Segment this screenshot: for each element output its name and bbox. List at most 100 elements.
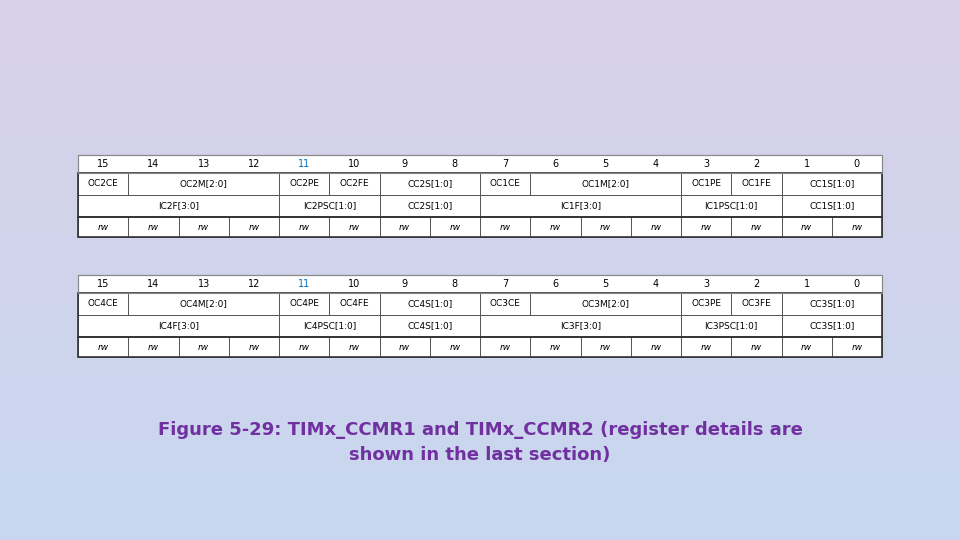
Text: OC2FE: OC2FE [340, 179, 370, 188]
Text: IC2F[3:0]: IC2F[3:0] [158, 201, 199, 211]
Bar [78, 173, 129, 195]
Bar [78, 155, 882, 173]
Text: rw: rw [148, 342, 159, 352]
Text: OC2M[2:0]: OC2M[2:0] [180, 179, 228, 188]
Text: Figure 5-29: TIMx_CCMR1 and TIMx_CCMR2 (register details are: Figure 5-29: TIMx_CCMR1 and TIMx_CCMR2 (… [157, 421, 803, 439]
Text: rw: rw [399, 342, 410, 352]
Bar [78, 217, 882, 237]
Text: rw: rw [299, 222, 310, 232]
Bar [279, 315, 379, 337]
Bar [329, 173, 379, 195]
Text: rw: rw [550, 222, 561, 232]
Text: 3: 3 [703, 279, 709, 289]
Bar [78, 293, 882, 337]
Text: OC4CE: OC4CE [87, 300, 118, 308]
Bar [78, 195, 279, 217]
Text: OC4M[2:0]: OC4M[2:0] [180, 300, 228, 308]
Text: rw: rw [600, 342, 612, 352]
Bar [681, 337, 732, 357]
Text: IC3PSC[1:0]: IC3PSC[1:0] [705, 321, 758, 330]
Text: rw: rw [449, 342, 461, 352]
Text: shown in the last section): shown in the last section) [349, 446, 611, 464]
Bar [78, 275, 882, 293]
Text: rw: rw [198, 222, 209, 232]
Bar [279, 217, 329, 237]
Text: rw: rw [650, 342, 661, 352]
Bar [129, 217, 179, 237]
Text: rw: rw [499, 222, 511, 232]
Text: CC1S[1:0]: CC1S[1:0] [809, 179, 854, 188]
Text: rw: rw [148, 222, 159, 232]
Bar [480, 195, 681, 217]
Text: CC2S[1:0]: CC2S[1:0] [407, 179, 452, 188]
Text: 11: 11 [298, 279, 310, 289]
Text: 1: 1 [804, 159, 809, 169]
Text: 7: 7 [502, 279, 508, 289]
Text: 3: 3 [703, 159, 709, 169]
Bar [681, 293, 732, 315]
Text: 1: 1 [804, 279, 809, 289]
Bar [78, 315, 279, 337]
Text: 11: 11 [298, 159, 310, 169]
Text: rw: rw [600, 222, 612, 232]
Text: 14: 14 [147, 279, 159, 289]
Text: OC3FE: OC3FE [741, 300, 771, 308]
Bar [781, 293, 882, 315]
Text: CC3S[1:0]: CC3S[1:0] [809, 321, 854, 330]
Text: OC1FE: OC1FE [741, 179, 771, 188]
Text: rw: rw [449, 222, 461, 232]
Bar [379, 195, 480, 217]
Text: rw: rw [701, 342, 711, 352]
Bar [480, 337, 530, 357]
Bar [480, 293, 530, 315]
Text: rw: rw [98, 342, 108, 352]
Text: 10: 10 [348, 159, 361, 169]
Bar [581, 337, 631, 357]
Bar [831, 217, 882, 237]
Bar [530, 217, 581, 237]
Bar [329, 217, 379, 237]
Text: rw: rw [801, 222, 812, 232]
Bar [78, 173, 882, 217]
Bar [78, 275, 882, 293]
Bar [530, 173, 681, 195]
Bar [781, 337, 831, 357]
Bar [430, 337, 480, 357]
Bar [480, 173, 530, 195]
Text: OC1M[2:0]: OC1M[2:0] [582, 179, 630, 188]
Bar [379, 315, 480, 337]
Text: OC3PE: OC3PE [691, 300, 721, 308]
Text: rw: rw [249, 342, 259, 352]
Text: rw: rw [198, 342, 209, 352]
Bar [129, 293, 279, 315]
Bar [129, 337, 179, 357]
Bar [681, 315, 781, 337]
Bar [279, 195, 379, 217]
Bar [279, 337, 329, 357]
Bar [379, 337, 430, 357]
Text: rw: rw [852, 222, 862, 232]
Bar [581, 217, 631, 237]
Bar [379, 217, 430, 237]
Text: 12: 12 [248, 279, 260, 289]
Text: rw: rw [299, 342, 310, 352]
Text: rw: rw [399, 222, 410, 232]
Text: 7: 7 [502, 159, 508, 169]
Text: IC4F[3:0]: IC4F[3:0] [158, 321, 199, 330]
Bar [781, 173, 882, 195]
Text: OC2PE: OC2PE [289, 179, 319, 188]
Bar [681, 173, 732, 195]
Text: 12: 12 [248, 159, 260, 169]
Text: OC4FE: OC4FE [340, 300, 370, 308]
Text: CC4S[1:0]: CC4S[1:0] [407, 300, 452, 308]
Bar [681, 217, 732, 237]
Text: 5: 5 [603, 159, 609, 169]
Bar [379, 173, 480, 195]
Text: 2: 2 [754, 279, 759, 289]
Text: 13: 13 [198, 279, 209, 289]
Text: rw: rw [751, 342, 762, 352]
Bar [781, 217, 831, 237]
Text: CC3S[1:0]: CC3S[1:0] [809, 300, 854, 308]
Bar [732, 217, 781, 237]
Text: rw: rw [701, 222, 711, 232]
